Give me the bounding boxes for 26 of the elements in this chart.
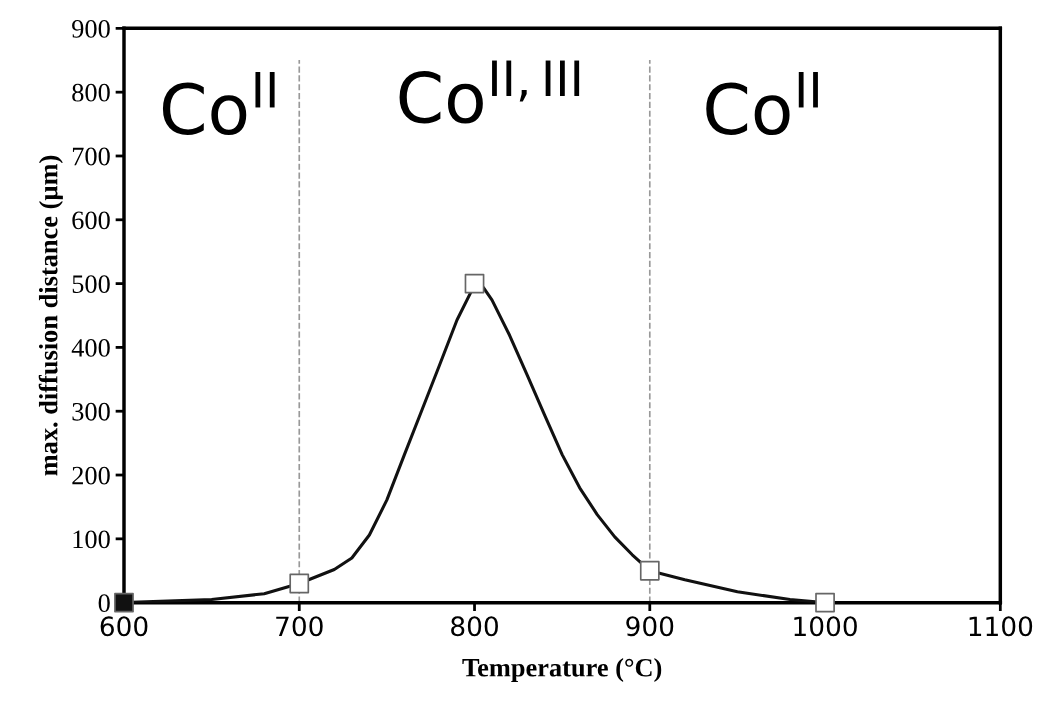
annotation: Co$^{II}$ — [706, 72, 818, 136]
y-axis-title: max. diffusion distance (µm) — [38, 155, 63, 476]
point — [114, 592, 134, 613]
point — [639, 560, 660, 581]
x-tick-label: 700 — [276, 616, 323, 637]
x-tick-label: 800 — [451, 616, 498, 637]
y-tick-label: 100 — [73, 530, 110, 549]
y-tick-label: 200 — [72, 466, 110, 485]
x-axis-title: Temperature (°C) — [462, 658, 662, 682]
point — [815, 592, 835, 613]
x-tick-label: 1000 — [794, 616, 857, 637]
x-tick-label: 900 — [626, 616, 674, 637]
y-tick-label: 700 — [72, 147, 110, 166]
point — [289, 573, 310, 594]
annotation: Co$^{II,III}$ — [399, 60, 580, 124]
y-tick-label: 900 — [72, 19, 110, 38]
y-tick-label: 500 — [72, 275, 110, 294]
y-tick-label: 800 — [72, 83, 110, 102]
x-tick-label: 1100 — [969, 616, 1033, 637]
annotation: Co$^{II}$ — [162, 72, 275, 136]
x-tick-label: 600 — [100, 616, 148, 637]
y-tick-label: 400 — [71, 339, 110, 357]
y-tick-label: 0 — [98, 594, 110, 613]
y-tick-label: 300 — [72, 402, 110, 421]
y-tick-label: 600 — [72, 211, 110, 230]
point — [464, 273, 485, 294]
